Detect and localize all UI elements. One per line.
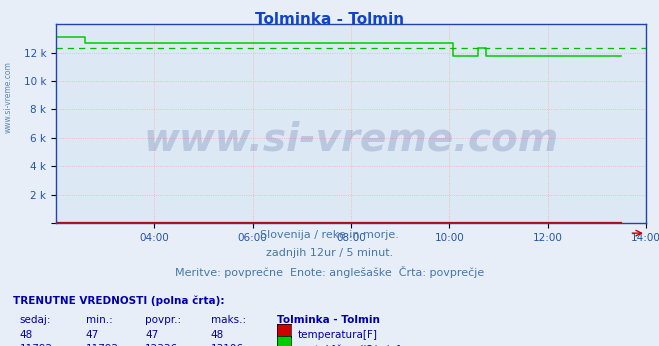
Text: 48: 48 xyxy=(211,330,224,340)
Text: 47: 47 xyxy=(145,330,158,340)
Text: Slovenija / reke in morje.: Slovenija / reke in morje. xyxy=(260,230,399,240)
Text: 48: 48 xyxy=(20,330,33,340)
Text: 11792: 11792 xyxy=(20,344,53,346)
Text: Tolminka - Tolmin: Tolminka - Tolmin xyxy=(255,12,404,27)
Text: povpr.:: povpr.: xyxy=(145,315,181,325)
Text: www.si-vreme.com: www.si-vreme.com xyxy=(3,61,13,133)
Text: Meritve: povprečne  Enote: anglešaške  Črta: povprečje: Meritve: povprečne Enote: anglešaške Črt… xyxy=(175,266,484,278)
Text: 12336: 12336 xyxy=(145,344,178,346)
Text: www.si-vreme.com: www.si-vreme.com xyxy=(143,121,559,158)
Text: TRENUTNE VREDNOSTI (polna črta):: TRENUTNE VREDNOSTI (polna črta): xyxy=(13,296,225,306)
Text: zadnjih 12ur / 5 minut.: zadnjih 12ur / 5 minut. xyxy=(266,248,393,258)
Text: maks.:: maks.: xyxy=(211,315,246,325)
Text: min.:: min.: xyxy=(86,315,113,325)
Text: Tolminka - Tolmin: Tolminka - Tolmin xyxy=(277,315,380,325)
Text: temperatura[F]: temperatura[F] xyxy=(298,330,378,340)
Text: 13106: 13106 xyxy=(211,344,244,346)
Text: pretok[čevelj3/min]: pretok[čevelj3/min] xyxy=(298,344,401,346)
Text: sedaj:: sedaj: xyxy=(20,315,51,325)
Text: 47: 47 xyxy=(86,330,99,340)
Text: 11792: 11792 xyxy=(86,344,119,346)
